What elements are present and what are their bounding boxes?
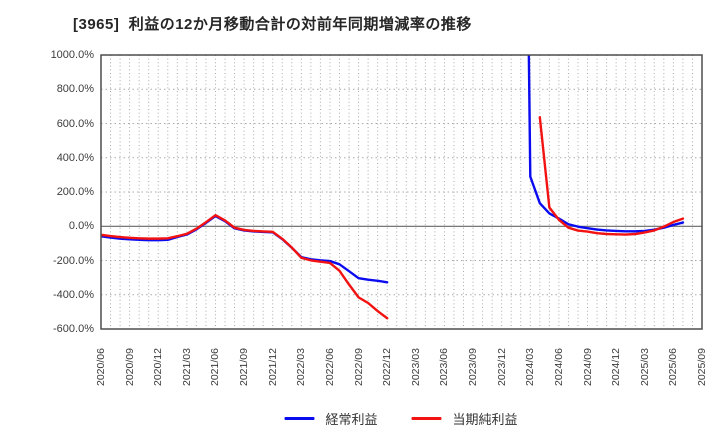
x-tick-label: 2023/12: [495, 348, 508, 386]
x-tick-label: 2024/12: [610, 348, 623, 386]
plot-border: [100, 54, 703, 330]
x-tick-label: 2023/06: [438, 348, 451, 386]
x-tick-label: 2021/09: [238, 348, 251, 386]
x-tick-label: 2023/03: [409, 348, 422, 386]
legend-label-net-profit: 当期純利益: [452, 412, 518, 427]
legend-item-net-profit: 当期純利益: [411, 409, 518, 428]
y-tick-label: -400.0%: [53, 288, 94, 301]
x-tick-label: 2025/06: [667, 348, 680, 386]
x-tick-label: 2022/09: [352, 348, 365, 386]
y-tick-label: 1000.0%: [50, 49, 94, 62]
x-tick-label: 2021/06: [209, 348, 222, 386]
y-tick-label: 400.0%: [56, 151, 94, 164]
legend-label-ordinary-profit: 経常利益: [325, 412, 378, 427]
series-line-net-profit: [101, 213, 389, 320]
y-tick-label: -200.0%: [53, 254, 94, 267]
series-line-net-profit: [538, 116, 685, 236]
x-tick-label: 2025/09: [696, 348, 708, 386]
x-tick-label: 2020/09: [123, 348, 136, 386]
x-tick-label: 2024/06: [552, 348, 565, 386]
legend: 経常利益 当期純利益: [284, 409, 518, 428]
y-tick-label: 0.0%: [68, 220, 94, 233]
x-tick-label: 2024/09: [581, 348, 594, 386]
x-tick-label: 2022/12: [381, 348, 394, 386]
y-tick-label: 200.0%: [56, 186, 94, 199]
x-tick-label: 2024/03: [524, 348, 537, 386]
legend-line-ordinary-profit-icon: [284, 417, 315, 420]
series-line-ordinary-profit: [527, 55, 685, 233]
x-tick-label: 2023/09: [467, 348, 480, 386]
y-tick-label: 600.0%: [56, 117, 94, 130]
legend-item-ordinary-profit: 経常利益: [284, 409, 378, 428]
y-tick-label: 800.0%: [56, 83, 94, 96]
legend-line-net-profit-icon: [411, 417, 442, 420]
x-tick-label: 2021/03: [180, 348, 193, 386]
x-tick-label: 2020/12: [152, 348, 165, 386]
x-tick-label: 2025/03: [638, 348, 651, 386]
x-tick-label: 2022/03: [295, 348, 308, 386]
y-tick-label: -600.0%: [53, 323, 94, 336]
x-tick-label: 2020/06: [95, 348, 107, 386]
x-tick-label: 2022/06: [323, 348, 336, 386]
x-tick-label: 2021/12: [266, 348, 279, 386]
chart-title: [3965] 利益の12か月移動合計の対前年同期増減率の推移: [73, 16, 472, 33]
